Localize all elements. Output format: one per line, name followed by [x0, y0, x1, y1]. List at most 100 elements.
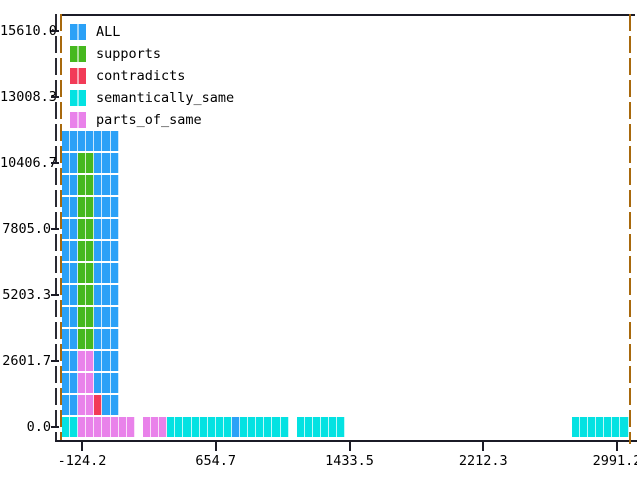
data-cell-S [86, 153, 95, 173]
data-cell-A [70, 351, 79, 371]
data-cell-A [62, 153, 71, 173]
data-cell-A [94, 351, 103, 371]
data-cell-M [183, 417, 192, 437]
data-cell-S [86, 219, 95, 239]
data-cell-M [596, 417, 605, 437]
x-axis-line [55, 440, 637, 442]
x-tick-label: -124.2 [57, 453, 107, 469]
plot-frame-right-border [629, 14, 631, 444]
data-cell-P [110, 417, 119, 437]
data-cell-A [110, 285, 119, 305]
data-cell-P [102, 417, 111, 437]
data-cell-A [110, 351, 119, 371]
legend-marker-seam [77, 24, 79, 40]
legend-marker-seam [77, 68, 79, 84]
data-cell-A [94, 329, 103, 349]
data-cell-A [102, 373, 111, 393]
data-cell-A [102, 153, 111, 173]
data-cell-A [110, 307, 119, 327]
data-cell-A [86, 131, 95, 151]
empty-cell [475, 417, 483, 437]
legend-label: semantically_same [96, 90, 235, 106]
data-cell-A [70, 307, 79, 327]
data-cell-P [118, 417, 127, 437]
data-row [62, 130, 119, 152]
data-cell-P [86, 417, 95, 437]
data-cell-M [207, 417, 216, 437]
data-cell-A [78, 131, 87, 151]
empty-cell [564, 417, 572, 437]
data-cell-A [70, 285, 79, 305]
data-cell-S [78, 175, 87, 195]
empty-cell [523, 417, 531, 437]
data-cell-M [191, 417, 200, 437]
empty-cell [353, 417, 361, 437]
data-cell-M [329, 417, 338, 437]
data-cell-A [62, 329, 71, 349]
data-cell-S [78, 329, 87, 349]
data-cell-A [94, 307, 103, 327]
data-cell-A [94, 131, 103, 151]
data-cell-M [580, 417, 589, 437]
data-cell-A [70, 131, 79, 151]
data-row [62, 372, 119, 394]
data-cell-A [94, 197, 103, 217]
data-cell-A [94, 219, 103, 239]
x-tick-label: 654.7 [195, 453, 237, 469]
x-tick-mark [81, 440, 83, 451]
data-cell-A [110, 263, 119, 283]
data-cell-A [102, 263, 111, 283]
data-row [62, 350, 119, 372]
data-cell-P [151, 417, 160, 437]
data-cell-A [62, 241, 71, 261]
data-cell-A [94, 241, 103, 261]
empty-cell [410, 417, 418, 437]
empty-cell [556, 417, 564, 437]
data-row [62, 240, 119, 262]
data-cell-A [70, 241, 79, 261]
data-cell-P [86, 373, 95, 393]
legend-marker-contradicts [70, 68, 86, 84]
data-cell-A [70, 373, 79, 393]
data-cell-A [62, 307, 71, 327]
data-cell-M [337, 417, 346, 437]
data-cell-A [94, 175, 103, 195]
data-row [62, 416, 629, 438]
data-cell-M [304, 417, 313, 437]
empty-cell [289, 417, 297, 437]
data-row [62, 152, 119, 174]
data-cell-S [86, 263, 95, 283]
data-cell-M [62, 417, 71, 437]
y-tick-mark [51, 359, 59, 362]
data-cell-A [110, 241, 119, 261]
data-cell-A [70, 219, 79, 239]
empty-cell [426, 417, 434, 437]
data-cell-A [102, 285, 111, 305]
empty-cell [499, 417, 507, 437]
data-cell-A [102, 395, 111, 415]
data-cell-A [102, 197, 111, 217]
data-cell-P [86, 395, 95, 415]
x-tick-mark [348, 440, 351, 451]
data-cell-M [256, 417, 265, 437]
empty-cell [418, 417, 426, 437]
data-cell-A [102, 351, 111, 371]
empty-cell [507, 417, 515, 437]
data-cell-A [70, 175, 79, 195]
empty-cell [515, 417, 523, 437]
data-cell-M [280, 417, 289, 437]
data-cell-S [78, 307, 87, 327]
data-cell-A [62, 175, 71, 195]
data-cell-A [62, 197, 71, 217]
data-cell-P [78, 351, 87, 371]
data-cell-P [86, 351, 95, 371]
data-cell-M [70, 417, 79, 437]
empty-cell [540, 417, 548, 437]
data-cell-A [94, 373, 103, 393]
x-tick-mark [214, 440, 217, 451]
empty-cell [442, 417, 450, 437]
data-cell-M [199, 417, 208, 437]
legend-marker-seam [77, 90, 79, 106]
legend-label: parts_of_same [96, 112, 202, 128]
data-cell-S [86, 175, 95, 195]
